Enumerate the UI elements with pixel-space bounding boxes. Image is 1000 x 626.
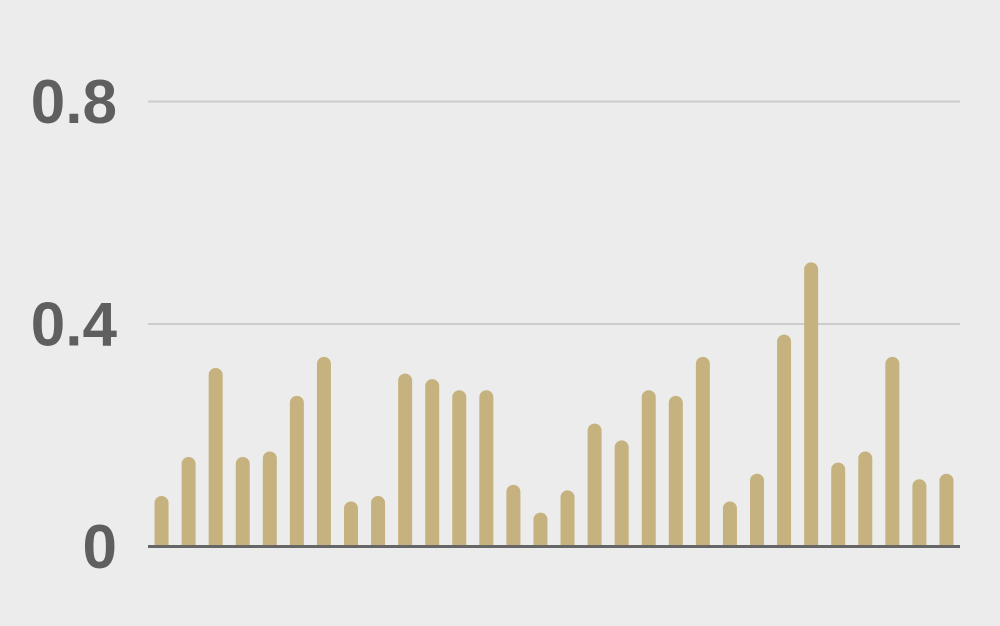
bar <box>831 462 846 546</box>
bar <box>316 356 331 546</box>
bar <box>560 490 575 546</box>
bar <box>398 373 413 546</box>
bar <box>885 356 900 546</box>
bar <box>614 440 629 546</box>
bar <box>777 334 792 546</box>
bar <box>479 390 494 546</box>
y-tick-label: 0.8 <box>31 68 117 137</box>
bar <box>289 395 304 546</box>
bar <box>208 368 223 546</box>
bar <box>371 495 386 546</box>
bar <box>587 423 602 546</box>
bar <box>181 457 196 546</box>
bar <box>425 379 440 546</box>
bars <box>154 262 954 546</box>
bar <box>750 473 764 546</box>
bar <box>235 457 250 546</box>
bar <box>641 390 656 546</box>
y-tick-label: 0 <box>83 513 117 582</box>
y-tick-label: 0.4 <box>31 291 118 360</box>
gridlines <box>148 100 960 325</box>
bar <box>506 484 521 546</box>
bar <box>668 395 683 546</box>
y-axis-ticks: 0 0.4 0.8 <box>31 68 118 582</box>
bar <box>722 501 737 546</box>
bar <box>912 479 927 546</box>
bar <box>939 473 954 546</box>
bar <box>858 451 873 546</box>
bar <box>452 390 467 546</box>
bar <box>262 451 277 546</box>
bar <box>533 512 548 546</box>
bar <box>695 356 710 546</box>
bar <box>154 495 169 546</box>
bar <box>804 262 819 546</box>
bar <box>344 501 358 546</box>
